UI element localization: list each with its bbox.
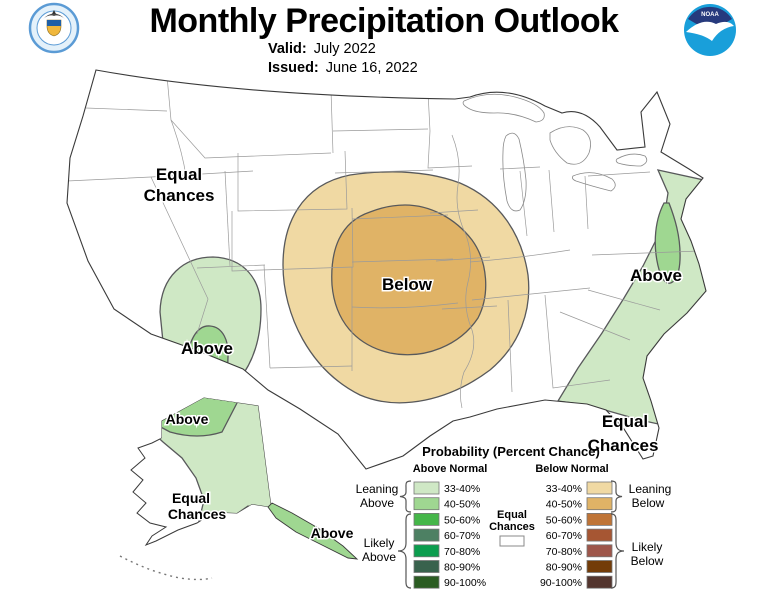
region-above-southwest-outer xyxy=(159,256,262,391)
state-borders xyxy=(67,75,701,409)
map-labels: Equal Chances Below Above Above Equal Ch… xyxy=(142,164,683,543)
lake-ontario xyxy=(615,153,648,167)
label-east-above: Above xyxy=(630,266,682,285)
label-sw-above: Above xyxy=(181,339,233,358)
legend-above-swatch-2 xyxy=(413,513,440,526)
issued-label: Issued: xyxy=(268,60,319,76)
valid-line: Valid: July 2022 xyxy=(268,40,418,59)
legend-likely-below-1: Likely xyxy=(632,540,663,554)
legend-below-range-2: 50-60% xyxy=(546,514,582,526)
lake-michigan xyxy=(502,132,527,212)
legend-below-swatch-2 xyxy=(586,513,613,526)
legend-below-range-1: 40-50% xyxy=(546,499,582,511)
legend-likely-above-1: Likely xyxy=(364,536,395,550)
issued-value: June 16, 2022 xyxy=(325,60,418,76)
alaska xyxy=(119,397,359,581)
legend-above-swatch-4 xyxy=(413,544,440,558)
label-ak-equal: Equal xyxy=(172,490,210,506)
eagle-head-icon xyxy=(52,10,56,14)
eagle-icon xyxy=(43,13,65,19)
legend-leaning-above-2: Above xyxy=(360,496,394,510)
region-alaska-nw-inner xyxy=(153,398,239,437)
legend-likely-below-2: Below xyxy=(631,554,664,568)
legend-above-swatch-1 xyxy=(413,497,440,511)
legend-below-range-4: 70-80% xyxy=(546,546,582,558)
label-below: Below xyxy=(382,275,433,294)
legend-above-swatch-3 xyxy=(413,528,440,542)
legend-above-swatch-5 xyxy=(413,560,440,573)
label-nw-equal: Equal xyxy=(156,165,202,184)
noaa-logo-text: NOAA xyxy=(701,12,719,18)
noaa-fan xyxy=(688,6,732,32)
legend-equal-chances-swatch xyxy=(499,535,525,547)
region-below-inner xyxy=(331,204,487,356)
legend-leaning-below-1: Leaning xyxy=(629,482,672,496)
issued-line: Issued: June 16, 2022 xyxy=(268,59,418,78)
label-se-equal: Equal xyxy=(602,412,648,431)
great-lakes xyxy=(462,93,648,212)
legend-below-range-5: 80-90% xyxy=(546,562,582,574)
legend-above-range-5: 80-90% xyxy=(444,562,480,574)
legend-above-range-0: 33-40% xyxy=(444,483,480,495)
label-ak-se-above: Above xyxy=(311,525,354,541)
legend-above-range-3: 60-70% xyxy=(444,530,480,542)
legend-above-header: Above Normal xyxy=(413,463,488,475)
legend-above-range-1: 40-50% xyxy=(444,499,480,511)
legend-below-range-3: 60-70% xyxy=(546,530,582,542)
region-above-chesapeake-inner xyxy=(654,202,681,284)
region-alaska-panhandle xyxy=(267,502,359,560)
brace-likely-above xyxy=(397,513,412,589)
aleutian-islands xyxy=(119,555,213,581)
legend-leaning-above-1: Leaning xyxy=(356,482,399,496)
legend-below-swatch-5 xyxy=(586,560,613,573)
noaa-logo: NOAA xyxy=(684,4,736,56)
valid-issued-block: Valid: July 2022 Issued: June 16, 2022 xyxy=(268,40,418,78)
legend-above-range-2: 50-60% xyxy=(444,514,480,526)
us-outline xyxy=(66,69,707,470)
legend-below-swatch-6 xyxy=(586,575,613,589)
lake-erie xyxy=(572,172,616,192)
valid-value: July 2022 xyxy=(313,41,376,57)
legend-equal-chances-1: Equal xyxy=(497,509,527,521)
legend-above-range-4: 70-80% xyxy=(444,546,480,558)
lake-huron xyxy=(549,126,591,165)
label-ak-chances: Chances xyxy=(168,506,227,522)
lake-superior xyxy=(462,93,545,123)
legend-below-swatch-4 xyxy=(586,544,613,558)
legend-above-range-6: 90-100% xyxy=(444,577,486,589)
brace-leaning-above xyxy=(399,480,412,513)
page-title: Monthly Precipitation Outlook xyxy=(149,2,619,40)
legend-leaning-below-2: Below xyxy=(632,496,665,510)
label-ak-nw-above: Above xyxy=(166,411,209,427)
legend-title: Probability (Percent Chance) xyxy=(422,444,600,459)
commerce-seal-logo xyxy=(28,2,80,54)
shield-chief xyxy=(47,20,61,26)
legend: Probability (Percent Chance) Above Norma… xyxy=(356,444,672,589)
legend-below-header: Below Normal xyxy=(535,463,608,475)
legend-below-swatch-0 xyxy=(586,481,613,495)
label-nw-chances: Chances xyxy=(144,186,215,205)
brace-likely-below xyxy=(610,513,625,589)
legend-likely-above-2: Above xyxy=(362,550,396,564)
legend-above-swatch-6 xyxy=(413,575,440,589)
legend-equal-chances-2: Chances xyxy=(489,521,535,533)
legend-below-range-6: 90-100% xyxy=(540,577,582,589)
seagull-icon xyxy=(686,21,734,41)
valid-label: Valid: xyxy=(268,41,307,57)
legend-below-swatch-3 xyxy=(586,528,613,542)
legend-braces xyxy=(397,480,625,589)
label-se-chances: Chances xyxy=(588,436,659,455)
legend-above-swatch-0 xyxy=(413,481,440,495)
legend-below-range-0: 33-40% xyxy=(546,483,582,495)
brace-leaning-below xyxy=(610,480,623,513)
legend-below-swatch-1 xyxy=(586,497,613,511)
